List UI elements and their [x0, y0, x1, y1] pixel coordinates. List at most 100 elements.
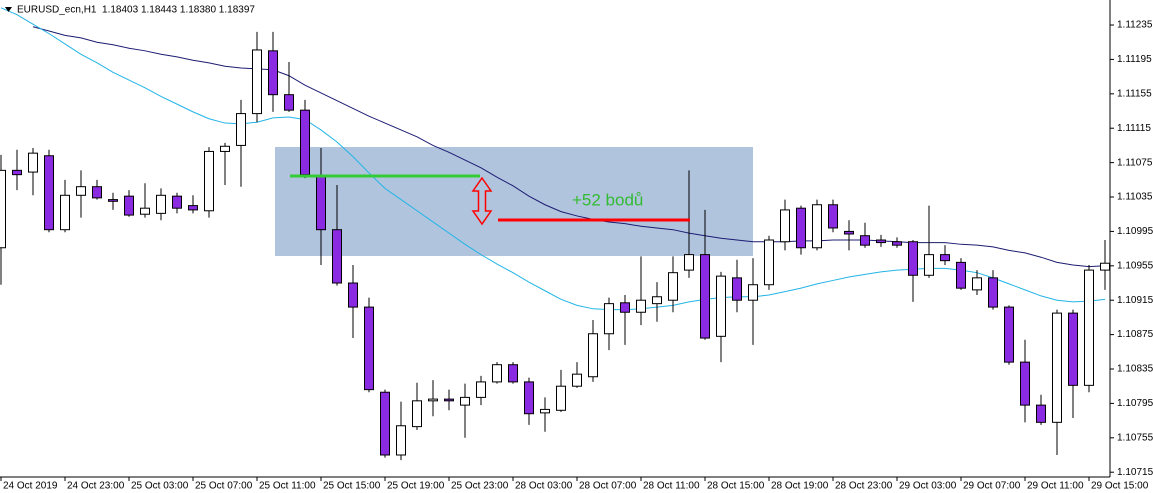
candle-body: [860, 235, 870, 246]
x-tick-label: 29 Oct 15:00: [1091, 481, 1149, 492]
candle-body: [236, 113, 246, 146]
candle-body: [268, 50, 278, 96]
candle-body: [828, 204, 838, 229]
candle-body: [844, 230, 854, 235]
candle-body: [636, 299, 646, 313]
y-tick-label: 1.10755: [1117, 432, 1153, 443]
y-tick-label: 1.10795: [1117, 398, 1153, 409]
candle-body: [540, 408, 550, 414]
candle-body: [1052, 312, 1062, 423]
candle-body: [252, 49, 262, 115]
y-tick-label: 1.11075: [1117, 157, 1153, 168]
candle-body: [60, 194, 70, 231]
candle-body: [572, 373, 582, 387]
x-tick-label: 25 Oct 11:00: [259, 481, 316, 492]
candle-body: [556, 385, 566, 411]
y-tick-label: 1.11115: [1117, 123, 1151, 134]
y-tick-label: 1.10995: [1117, 226, 1153, 237]
candle-body: [300, 109, 310, 176]
y-tick-label: 1.11035: [1117, 192, 1153, 203]
candle-body: [924, 254, 934, 276]
candle-body: [700, 254, 710, 339]
candle-body: [988, 277, 998, 308]
candle-body: [908, 241, 918, 276]
x-tick-label: 25 Oct 19:00: [387, 481, 445, 492]
candle-body: [508, 364, 518, 383]
candle-body: [1084, 269, 1094, 386]
candle-body: [284, 94, 294, 111]
y-tick-label: 1.11195: [1117, 54, 1152, 65]
candle-body: [940, 254, 950, 262]
candle-body: [444, 398, 454, 402]
x-tick-label: 29 Oct 03:00: [899, 481, 957, 492]
candle-body: [428, 398, 438, 402]
candle-body: [460, 396, 470, 406]
candle-body: [12, 169, 22, 176]
candle-body: [220, 145, 230, 152]
candle-body: [604, 303, 614, 335]
distance-arrow: [471, 176, 493, 226]
x-tick-label: 28 Oct 03:00: [515, 481, 573, 492]
candle-body: [1036, 404, 1046, 423]
candle-body: [348, 282, 358, 308]
x-tick-label: 28 Oct 19:00: [771, 481, 829, 492]
y-tick-label: 1.10915: [1117, 295, 1153, 306]
x-tick-label: 24 Oct 2019: [3, 481, 58, 492]
y-tick-label: 1.11235: [1117, 20, 1153, 31]
y-tick-label: 1.10835: [1117, 364, 1153, 375]
candle-body: [156, 194, 166, 214]
candle-body: [76, 186, 86, 196]
candle-body: [396, 425, 406, 456]
y-tick-label: 1.10715: [1117, 467, 1153, 478]
moving-average: [0, 7, 1106, 311]
candle-body: [332, 229, 342, 284]
candle-body: [1004, 306, 1014, 363]
x-tick-label: 28 Oct 15:00: [707, 481, 765, 492]
candle-body: [412, 400, 422, 428]
candle-body: [588, 333, 598, 378]
candle-body: [1068, 312, 1078, 386]
candle-body: [140, 207, 150, 215]
range-box: [275, 147, 753, 256]
candle-body: [652, 296, 662, 305]
candle-body: [28, 152, 38, 173]
x-tick-label: 29 Oct 07:00: [963, 481, 1021, 492]
annotation-layer: [275, 147, 753, 256]
x-tick-label: 28 Oct 11:00: [643, 481, 700, 492]
x-tick-label: 28 Oct 23:00: [835, 481, 893, 492]
candle-body: [620, 302, 630, 313]
candle-body: [716, 275, 726, 337]
candle-body: [668, 272, 678, 301]
x-tick-label: 28 Oct 07:00: [579, 481, 637, 492]
candle-body: [524, 381, 534, 415]
profit-label: +52 bodů: [572, 190, 643, 209]
candle-body: [0, 169, 6, 249]
candle-body: [892, 241, 902, 246]
x-tick-label: 24 Oct 23:00: [67, 481, 125, 492]
candle-body: [796, 207, 806, 249]
plot: [0, 7, 1110, 461]
moving-average: [32, 26, 1106, 268]
menu-triangle[interactable]: [5, 7, 12, 12]
candle-body: [92, 186, 102, 199]
y-tick-label: 1.10955: [1117, 260, 1153, 271]
candle-body: [764, 239, 774, 286]
candle-body: [316, 175, 326, 231]
candle-body: [204, 150, 214, 212]
candle-body: [732, 277, 742, 301]
x-tick-label: 25 Oct 03:00: [131, 481, 189, 492]
candle-body: [188, 205, 198, 211]
chart-title: EURUSD_ecn,H1 1.18403 1.18443 1.18380 1.…: [17, 5, 255, 16]
candle-body: [476, 381, 486, 398]
candle-body: [172, 195, 182, 209]
x-tick-label: 25 Oct 15:00: [323, 481, 381, 492]
candle-body: [380, 391, 390, 456]
candle-body: [364, 306, 374, 391]
candle-body: [812, 204, 822, 249]
y-tick-label: 1.10875: [1117, 329, 1153, 340]
x-tick-label: 25 Oct 23:00: [451, 481, 509, 492]
candle-body: [972, 277, 982, 291]
candle-body: [1020, 361, 1030, 406]
